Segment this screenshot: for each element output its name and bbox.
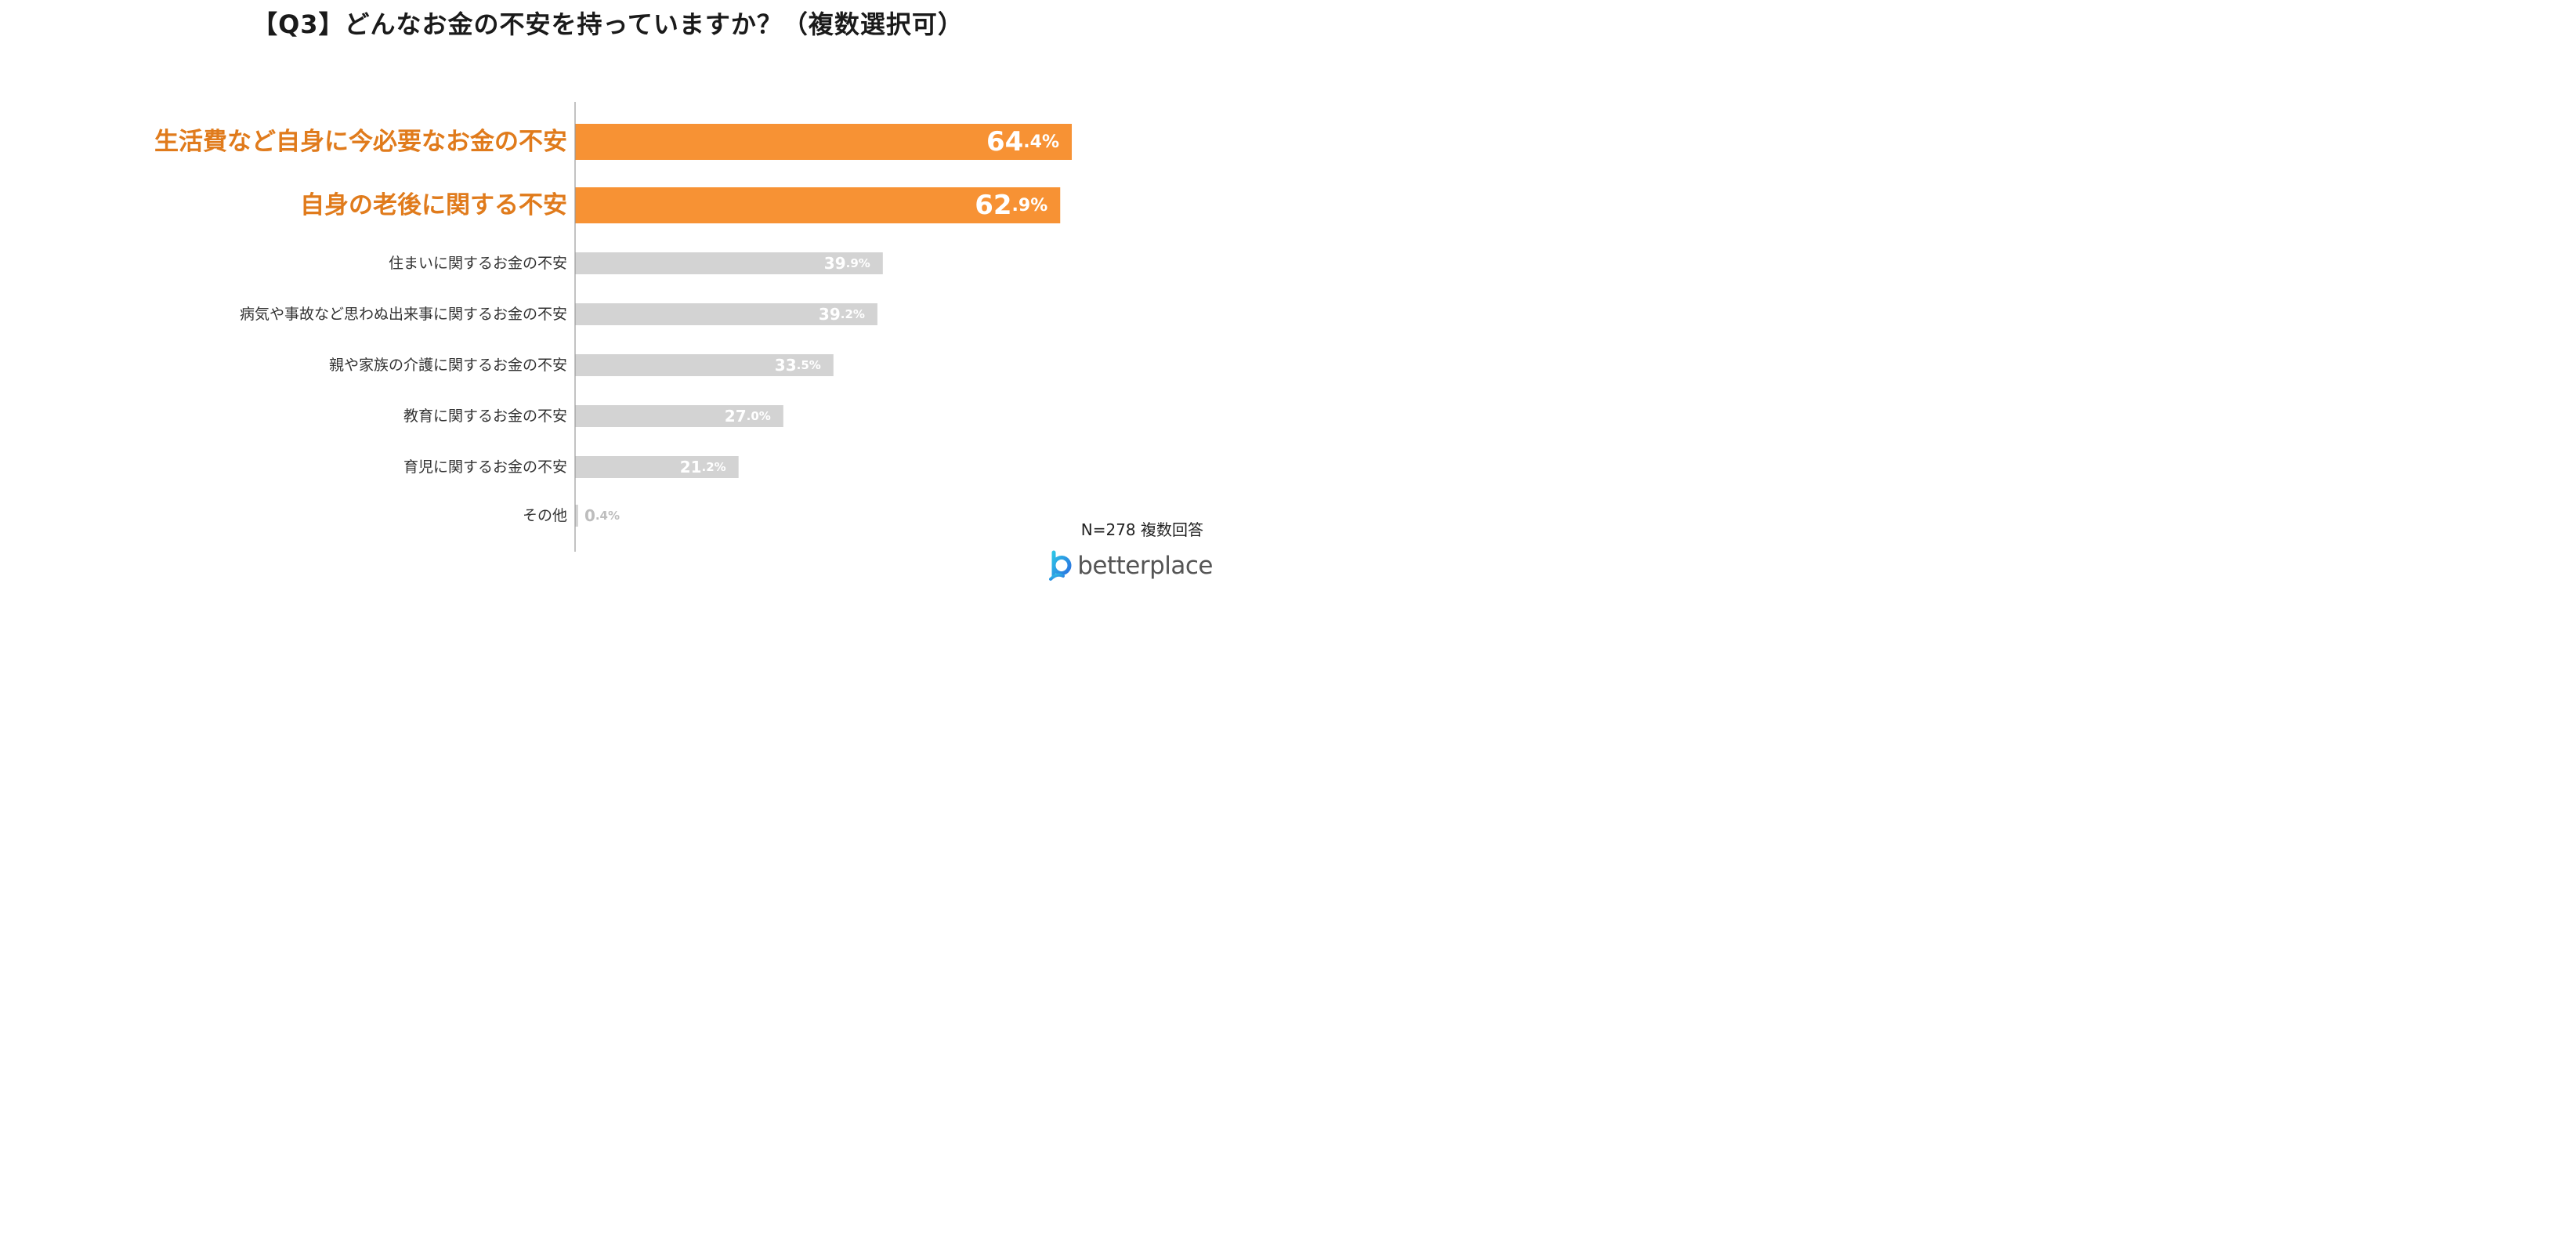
bar	[575, 303, 877, 325]
brand-logo: betterplace	[1049, 549, 1213, 583]
bar	[575, 187, 1061, 223]
category-label: その他	[523, 507, 567, 524]
value-label: 62.9%	[975, 190, 1047, 221]
logo-text: betterplace	[1077, 552, 1213, 580]
betterplace-logo-icon	[1049, 550, 1072, 581]
bar	[575, 456, 739, 478]
category-label: 病気や事故など思わぬ出来事に関するお金の不安	[240, 306, 567, 323]
category-label: 自身の老後に関する不安	[300, 191, 567, 219]
value-label: 27.0%	[725, 407, 771, 426]
value-label: 39.2%	[819, 305, 865, 324]
bar	[575, 405, 783, 427]
category-label: 生活費など自身に今必要なお金の不安	[154, 128, 567, 156]
value-label: 0.4%	[584, 506, 620, 525]
bar	[575, 354, 834, 376]
value-label: 33.5%	[775, 356, 821, 375]
category-label: 教育に関するお金の不安	[403, 408, 567, 425]
category-label: 育児に関するお金の不安	[403, 458, 567, 476]
sample-note: N=278 複数回答	[1080, 520, 1203, 539]
bar	[575, 252, 883, 274]
chart-title: 【Q3】どんなお金の不安を持っていますか？（複数選択可）	[252, 9, 964, 39]
value-label: 64.4%	[986, 126, 1059, 158]
value-label: 21.2%	[680, 458, 726, 476]
category-label: 住まいに関するお金の不安	[389, 255, 567, 272]
category-label: 親や家族の介護に関するお金の不安	[329, 357, 567, 374]
bar	[575, 124, 1073, 160]
value-label: 39.9%	[824, 254, 870, 273]
bar	[575, 505, 578, 527]
bar-chart: 生活費など自身に今必要なお金の不安 64.4% 自身の老後に関する不安 62.9% 住ま…	[154, 102, 1073, 552]
